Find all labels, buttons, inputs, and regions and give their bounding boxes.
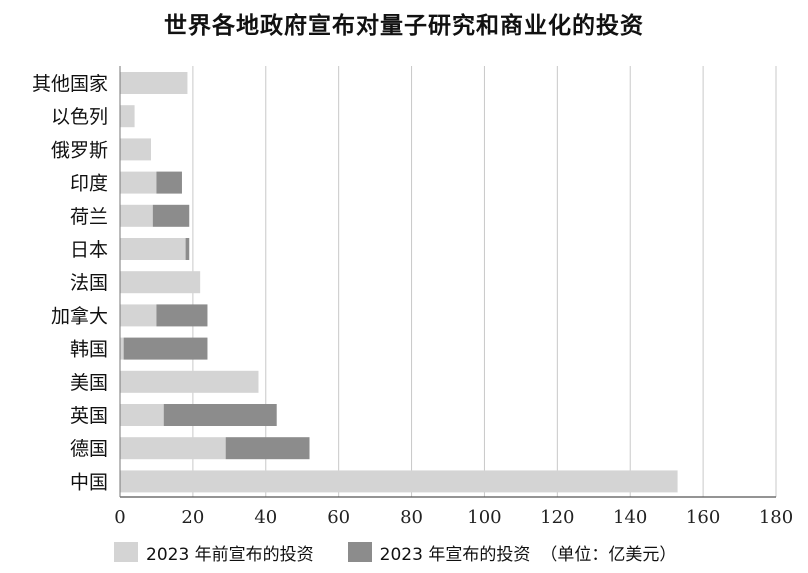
bar-before-2023	[120, 437, 226, 460]
bar-2023	[225, 437, 310, 460]
bar-before-2023	[120, 138, 151, 161]
bar-before-2023	[120, 370, 259, 393]
bar-before-2023	[120, 271, 201, 294]
bar-before-2023	[120, 404, 164, 426]
tick-labels: 0 20 40 60 80 100 120 140 160 180	[114, 507, 793, 528]
x-tick-label: 140	[613, 507, 647, 528]
category-label: 其他国家	[32, 73, 108, 95]
bar-2023	[163, 404, 277, 426]
bar-before-2023	[120, 72, 188, 94]
category-label: 德国	[70, 438, 108, 460]
bar-2023	[156, 304, 208, 327]
bar-before-2023	[120, 337, 124, 360]
x-tick-label: 100	[467, 507, 501, 528]
bar-before-2023	[120, 470, 678, 493]
legend-label-before-2023: 2023 年前宣布的投资	[146, 544, 314, 565]
category-label: 英国	[70, 405, 108, 427]
category-label: 俄罗斯	[51, 139, 108, 161]
bar-2023	[156, 171, 182, 194]
bar-2023	[152, 204, 190, 227]
legend-label-2023: 2023 年宣布的投资	[379, 544, 531, 565]
bar-before-2023	[120, 304, 157, 327]
x-tick-label: 40	[254, 507, 277, 528]
bar-before-2023	[120, 238, 186, 260]
x-tick-label: 180	[759, 507, 793, 528]
category-label: 印度	[70, 173, 108, 195]
legend-item-before-2023: 2023 年前宣布的投资	[114, 540, 314, 565]
chart-title: 世界各地政府宣布对量子研究和商业化的投资	[164, 13, 644, 39]
category-label: 法国	[70, 272, 108, 294]
bars	[120, 72, 678, 493]
axes	[119, 66, 776, 498]
category-label: 日本	[70, 239, 108, 261]
legend-swatch-2023	[347, 542, 372, 562]
gridlines	[192, 66, 777, 497]
category-label: 韩国	[70, 339, 108, 361]
x-tick-label: 160	[686, 507, 720, 528]
bar-2023	[185, 238, 190, 260]
legend: 2023 年前宣布的投资 2023 年宣布的投资 （单位：亿美元）	[114, 539, 676, 565]
bar-before-2023	[120, 105, 135, 128]
bar-2023	[123, 337, 208, 360]
legend-swatch-before-2023	[114, 542, 138, 562]
x-tick-label: 80	[400, 507, 423, 528]
x-tick-label: 60	[327, 507, 350, 528]
category-label: 加拿大	[51, 304, 108, 327]
x-tick-label: 120	[540, 507, 574, 528]
bar-before-2023	[120, 171, 157, 194]
legend-item-2023: 2023 年宣布的投资	[347, 540, 531, 565]
x-tick-label: 20	[181, 507, 204, 528]
x-tick-label: 0	[114, 507, 125, 528]
category-label: 中国	[70, 471, 108, 493]
bar-before-2023	[120, 204, 153, 227]
category-label: 美国	[70, 372, 108, 394]
category-label: 以色列	[51, 106, 108, 128]
category-label: 荷兰	[70, 206, 108, 228]
unit-note: （单位：亿美元）	[540, 544, 677, 565]
